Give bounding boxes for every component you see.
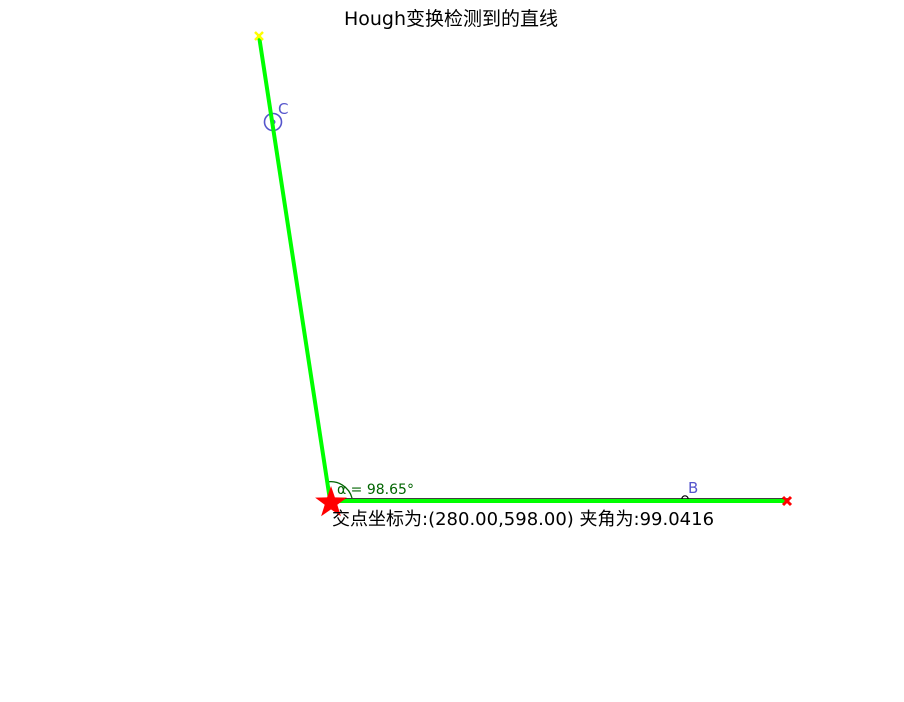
intersection-info: 交点坐标为:(280.00,598.00) 夹角为:99.0416 — [332, 509, 714, 530]
point-b-label: B — [688, 479, 698, 497]
detected-line-1 — [257, 34, 332, 502]
line-end-marker-icon — [781, 495, 793, 507]
point-c-label: C — [278, 100, 288, 118]
angle-annotation: α = 98.65° — [337, 482, 414, 498]
figure-title: Hough变换检测到的直线 — [344, 8, 558, 30]
line-start-marker-icon — [254, 31, 264, 41]
intersection-star-icon — [315, 486, 347, 517]
angle-arc — [326, 481, 353, 499]
